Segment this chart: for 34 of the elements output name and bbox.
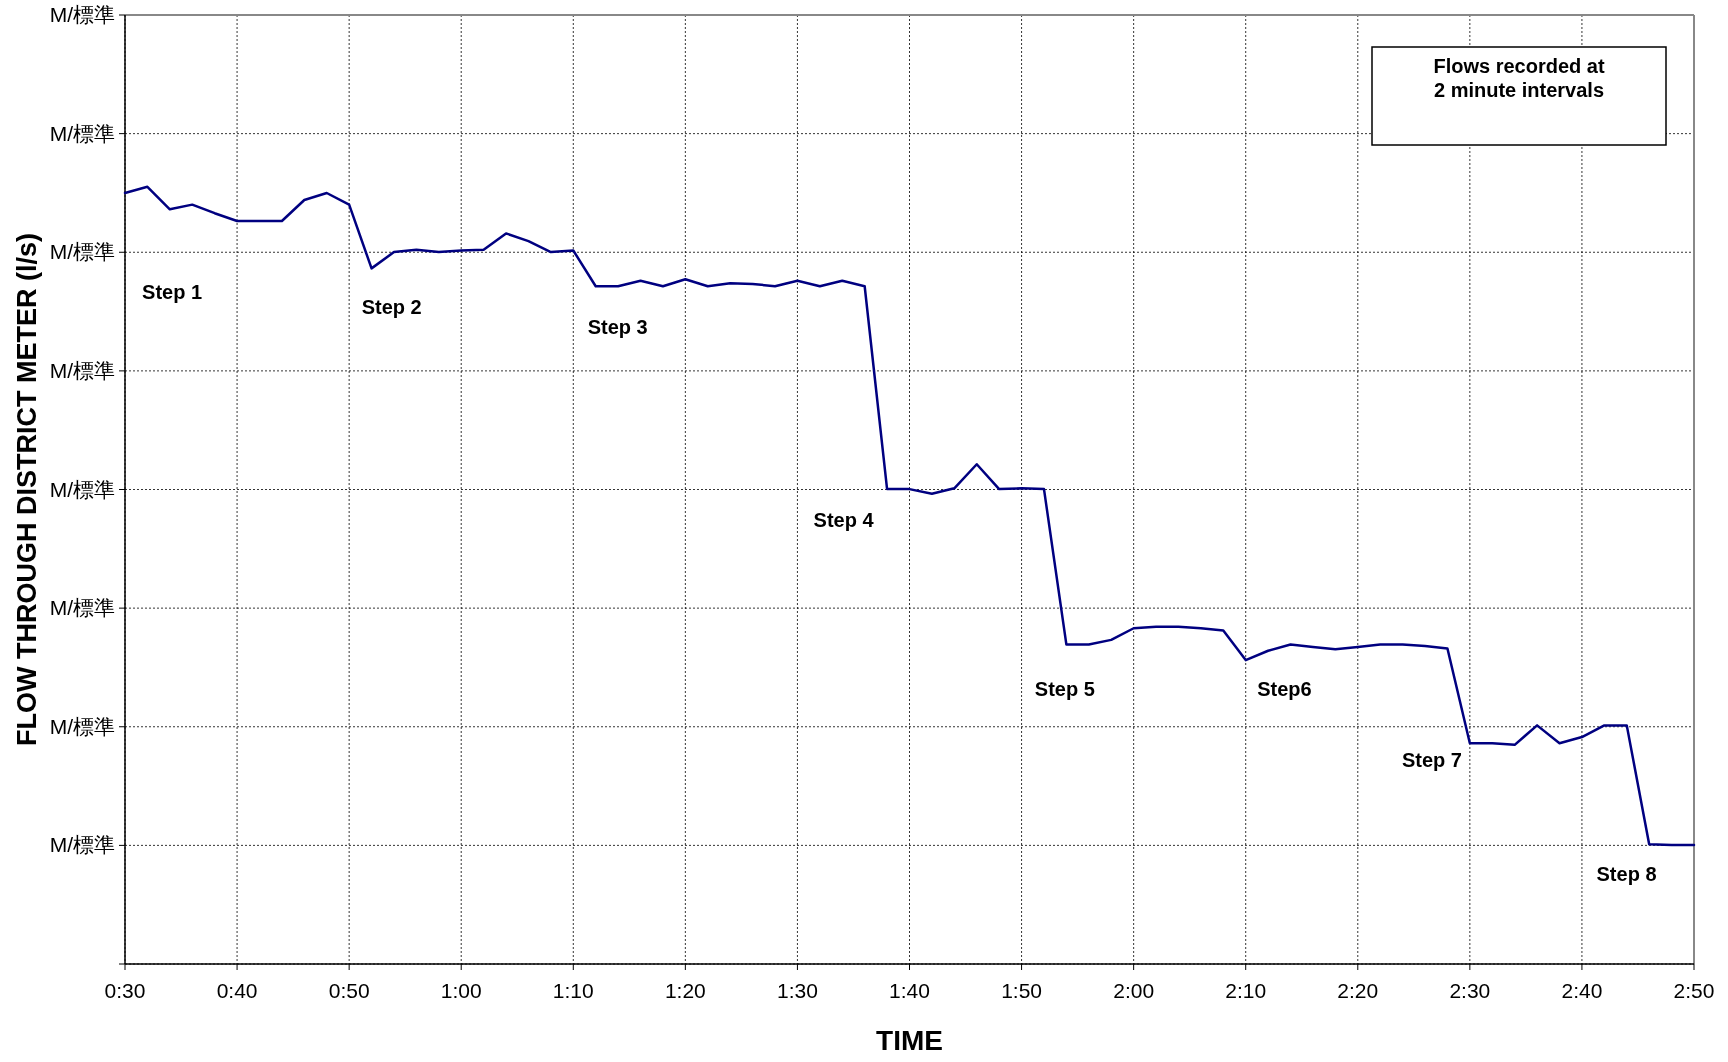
x-tick-label: 0:40 (216, 979, 258, 1002)
x-tick-label: 1:30 (776, 979, 818, 1002)
x-tick-label: 2:10 (1225, 979, 1267, 1002)
text: M/標準 (49, 121, 115, 145)
annotation: Step 5 (1034, 677, 1095, 700)
x-tick-label: 1:00 (440, 979, 482, 1002)
text: M/標準 (49, 3, 115, 26)
x-tick-label: 2:20 (1337, 979, 1379, 1002)
annotation: Step 2 (361, 296, 422, 319)
text: M/標準 (49, 833, 115, 857)
annotation: Step 8 (1596, 862, 1657, 885)
text: M/標準 (49, 358, 115, 382)
x-tick-label: 1:20 (664, 979, 706, 1002)
x-tick-label: 2:40 (1561, 979, 1603, 1002)
annotation: Step 3 (587, 316, 648, 339)
text: M/標準 (49, 240, 115, 264)
x-tick-label: 2:00 (1113, 979, 1155, 1002)
x-tick-label: 1:50 (1001, 979, 1043, 1002)
x-tick-label: 2:50 (1673, 979, 1715, 1002)
annotation: Step 4 (813, 508, 875, 531)
text: M/標準 (49, 477, 115, 501)
x-tick-label: 1:10 (552, 979, 594, 1002)
x-tick-label: 1:40 (889, 979, 930, 1002)
annotation: Step6 (1257, 677, 1312, 700)
x-tick-label: 2:30 (1449, 979, 1491, 1002)
y-axis-title: FLOW THROUGH DISTRICT METER (l/s) (12, 233, 42, 746)
text: Flows recorded at 2 minute intervals (1433, 55, 1605, 101)
text: M/標準 (49, 714, 115, 738)
text: M/標準 (49, 596, 115, 620)
annotation: Step 1 (142, 281, 203, 304)
x-axis-title: TIME (876, 1025, 943, 1056)
x-tick-label: 0:30 (104, 979, 146, 1002)
x-tick-label: 0:50 (328, 979, 370, 1002)
annotation: Step 7 (1401, 748, 1462, 771)
